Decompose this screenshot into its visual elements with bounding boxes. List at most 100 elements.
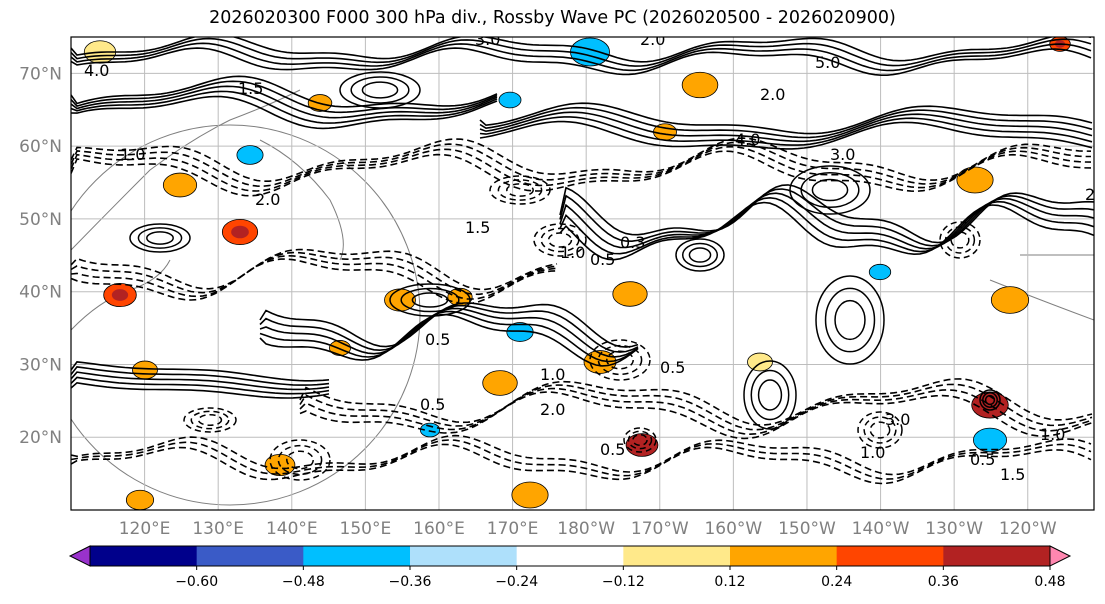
negative-contour [299,383,1093,431]
lon-label: 170°E [487,519,539,539]
shaded-anomaly-core [231,225,249,239]
latitude-labels: 70°N 60°N 50°N 40°N 30°N 20°N [19,64,62,448]
negative-contour [71,141,1091,188]
positive-contour [71,37,1092,63]
contour-labels: 4.0 2.0 1.5 1.0 0.5 0.3 5.0 3.0 2.0 1.0 0.5 1.5 0.5 1… [84,37,1105,484]
contour-layer [71,37,1094,485]
positive-contour-cell [811,178,849,202]
contour-label: 3.0 [885,410,910,429]
contour-label: 2.0 [255,190,280,209]
contour-label: 2.0 [1085,185,1105,204]
lon-label: 170°W [631,519,689,539]
positive-contour-cell [688,247,712,263]
negative-contour-cell [197,413,223,427]
positive-contour-cell [789,165,871,215]
lon-label: 120°W [999,519,1057,539]
shaded-anomaly [990,286,1030,314]
map-frame [70,36,1095,511]
positive-contour-cell [389,283,471,317]
negative-contour-cell [606,350,634,370]
contour-label: 1.0 [120,145,145,164]
positive-contour-cell [824,287,876,353]
contour-label: 0.5 [970,450,995,469]
coastline [71,89,301,251]
positive-contour-cell [350,76,410,104]
shaded-anomaly [384,288,416,312]
positive-contour [71,376,330,395]
shaded-anomaly [132,360,158,380]
negative-contour-cell [627,430,653,450]
colorbar-segment [516,546,624,566]
colorbar-extend-low [68,545,91,567]
shaded-anomaly [482,370,518,396]
coastline [989,279,1094,321]
lon-label: 130°E [192,519,244,539]
colorbar-segment [836,546,944,566]
positive-contour [71,85,498,119]
positive-contour-cell [361,81,399,99]
negative-contour [299,391,1093,440]
negative-contour [71,248,558,291]
chart-title: 2026020300 F000 300 hPa div., Rossby Wav… [209,8,896,28]
positive-contour [71,371,330,391]
shaded-anomaly [956,166,994,194]
colorbar: −0.60 −0.48 −0.36 −0.24 −0.12 0.12 0.24 0.36 0.4… [68,545,1072,590]
lat-label: 40°N [19,283,62,303]
positive-contour [259,310,639,363]
contour-label: 3.0 [830,145,855,164]
lon-label: 140°E [266,519,318,539]
negative-contour [71,258,558,305]
negative-contour-cell [950,231,970,249]
shaded-anomaly [973,427,1007,453]
positive-contour [71,381,330,399]
positive-contour-cell [757,379,783,411]
shaded-anomaly [125,489,155,510]
negative-contour-cell [533,223,587,257]
lon-label: 180°W [557,519,615,539]
colorbar-tick-label: 0.24 [821,574,852,590]
shaded-anomaly [612,281,648,307]
lon-label: 130°W [925,519,983,539]
contour-label: 1.5 [238,79,263,98]
positive-contour [71,75,498,108]
shaded-anomaly [419,422,441,438]
lon-label: 140°W [852,519,910,539]
negative-contour [71,434,1092,476]
negative-contour-cell [623,427,657,453]
lat-label: 20°N [19,428,62,448]
positive-contour [259,313,639,367]
negative-contour-cell [869,421,891,439]
positive-contour-cell [815,275,885,365]
positive-contour-cell [979,389,1001,411]
contour-label: 0.3 [620,233,645,252]
positive-contour [71,80,498,114]
negative-contour-cell [489,175,551,205]
positive-contour-cell [400,287,460,313]
positive-contour [71,47,1092,76]
negative-contour [71,254,558,300]
negative-contour [299,387,1093,436]
positive-contour-cell [681,242,719,268]
colorbar-segment [410,546,518,566]
negative-contour-cell [857,411,903,449]
negative-contour [71,439,1092,480]
positive-contour-cell [800,171,860,209]
negative-contour-cell [190,410,230,430]
negative-contour-cell [944,226,976,254]
contour-label: 0.5 [425,330,450,349]
positive-contour-cell [146,231,174,245]
shaded-anomaly-core [111,289,129,301]
negative-contour-cell [497,179,543,201]
lat-label: 50°N [19,210,62,230]
colorbar-tick-label: −0.12 [602,574,645,590]
positive-contour [479,111,1093,143]
colorbar-segment [623,546,731,566]
colorbar-segment [90,546,198,566]
lon-label: 150°E [340,519,392,539]
lat-label: 60°N [19,137,62,157]
negative-contour-cell [506,183,534,197]
contour-label: 0.5 [660,358,685,377]
lon-label: 160°W [704,519,762,539]
positive-contour [559,201,1094,261]
positive-contour [479,106,1093,139]
